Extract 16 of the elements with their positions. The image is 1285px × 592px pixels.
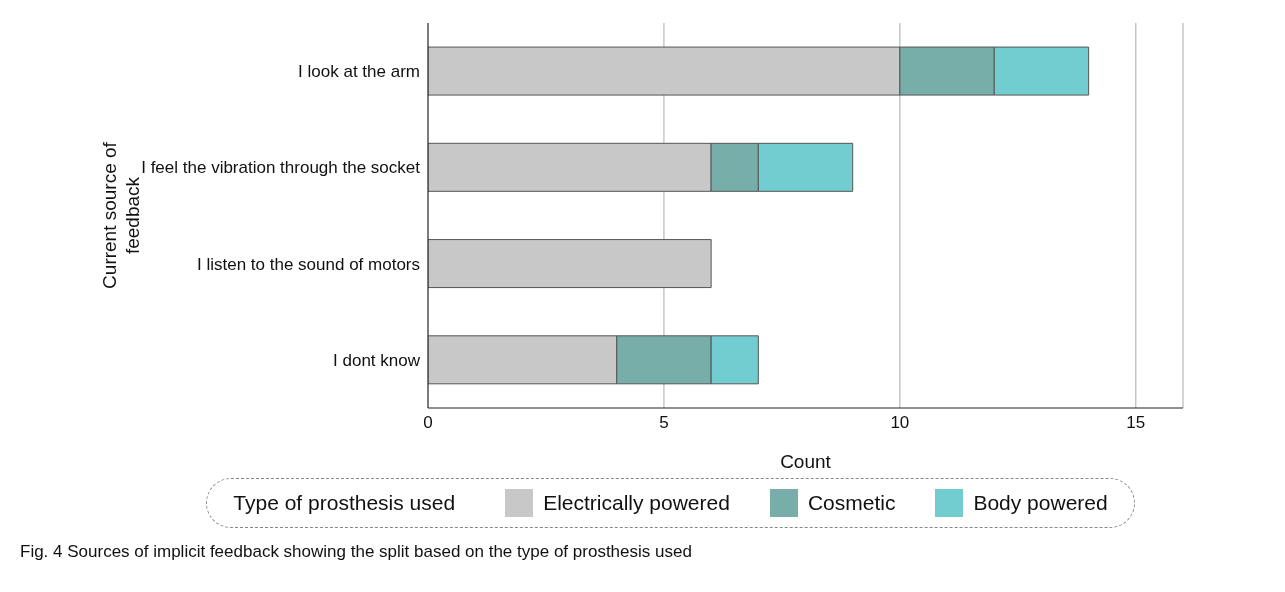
x-tick-label: 10 [890, 413, 910, 433]
legend-label: Cosmetic [806, 490, 896, 516]
y-tick-label: I look at the arm [298, 62, 420, 82]
y-tick-label: I dont know [333, 350, 421, 370]
bar [428, 239, 712, 289]
x-axis-title: Count [780, 451, 832, 472]
y-tick-label: I listen to the sound of motors [196, 254, 420, 274]
x-tick-label: 5 [659, 413, 669, 433]
caption: Fig. 4 Sources of implicit feedback showing the split based on the type of prosthesis used [19, 541, 693, 563]
x-tick-label: 0 [423, 413, 433, 433]
y-tick-label: I feel the vibration through the socket [141, 158, 421, 178]
y-axis-title: Current source of feedback [99, 141, 143, 289]
x-tick-label: 15 [1126, 413, 1146, 433]
legend-title: Type of prosthesis used [233, 491, 456, 515]
legend-label: Body powered [972, 490, 1108, 516]
legend-label: Electrically powered [542, 490, 730, 516]
